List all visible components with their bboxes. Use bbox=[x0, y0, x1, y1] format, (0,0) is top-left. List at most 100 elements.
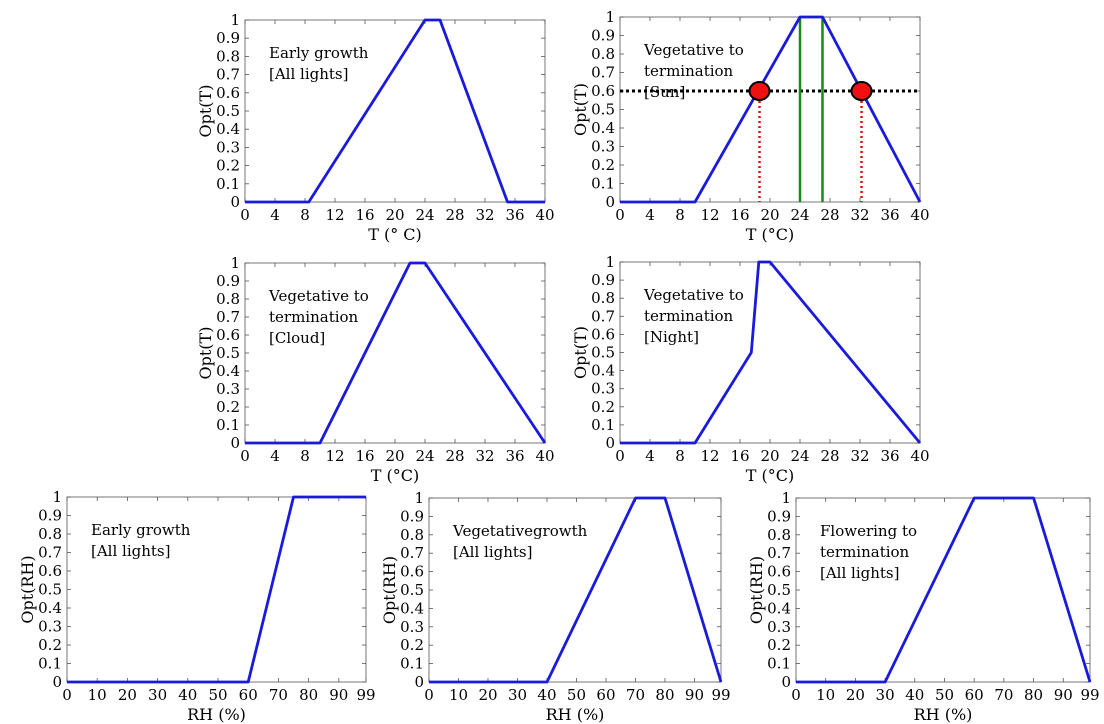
y-tick-label: 1 bbox=[605, 8, 615, 26]
membership-curve bbox=[67, 495, 366, 684]
x-tick-label: 40 bbox=[905, 686, 924, 704]
y-tick-label: 0.8 bbox=[216, 290, 240, 308]
x-tick-label: 4 bbox=[645, 206, 655, 224]
y-tick-label: 0.1 bbox=[400, 655, 424, 673]
chart-panel-1: 00.10.20.30.40.50.60.70.80.91 0 4 8 12 16 20 24… bbox=[196, 11, 555, 244]
x-axis-label: T (° C) bbox=[368, 225, 422, 244]
x-tick-label: 24 bbox=[415, 447, 434, 465]
y-tick-label: 0.6 bbox=[216, 326, 240, 344]
x-tick-label: 10 bbox=[816, 686, 835, 704]
y-tick-label: 0.8 bbox=[38, 525, 62, 543]
y-tick-label: 0.8 bbox=[216, 47, 240, 65]
y-axis-label: Opt(RH) bbox=[747, 556, 766, 624]
membership-curve bbox=[620, 15, 922, 204]
y-tick-label: 0.5 bbox=[591, 101, 615, 119]
x-tick-label: 40 bbox=[178, 686, 197, 704]
y-axis-label: Opt(RH) bbox=[380, 556, 399, 624]
y-tick-label: 0.9 bbox=[591, 271, 615, 289]
x-tick-label: 0 bbox=[240, 447, 250, 465]
y-tick-label: 0.8 bbox=[767, 526, 791, 544]
y-tick-label: 0.9 bbox=[767, 507, 791, 525]
x-tick-label: 28 bbox=[820, 447, 839, 465]
y-tick-label: 1 bbox=[230, 11, 240, 29]
y-tick-label: 0.6 bbox=[38, 562, 62, 580]
x-tick-label: 99 bbox=[1080, 686, 1099, 704]
y-tick-label: 0.4 bbox=[591, 362, 615, 380]
y-tick-label: 0.3 bbox=[38, 618, 62, 636]
y-tick-label: 0.8 bbox=[591, 289, 615, 307]
y-tick-label: 0.1 bbox=[591, 175, 615, 193]
y-tick-label: 0.7 bbox=[38, 544, 62, 562]
chart-panel-3: 00.10.20.30.40.50.60.70.80.91 0 4 8 12 16 20 24… bbox=[196, 254, 555, 485]
y-tick-label: 0.5 bbox=[767, 581, 791, 599]
y-tick-label: 0.3 bbox=[216, 138, 240, 156]
panel-annotation: [All lights] bbox=[269, 65, 348, 83]
y-tick-label: 0 bbox=[230, 434, 240, 452]
x-tick-label: 24 bbox=[790, 206, 809, 224]
intersection-point bbox=[850, 81, 873, 101]
y-tick-label: 1 bbox=[414, 489, 424, 507]
y-tick-label: 0 bbox=[414, 673, 424, 691]
panel-annotation: [Cloud] bbox=[269, 329, 325, 347]
panel-annotation: [Night] bbox=[644, 328, 699, 346]
y-tick-label: 0.6 bbox=[591, 82, 615, 100]
x-tick-label: 36 bbox=[505, 447, 524, 465]
x-tick-label: 30 bbox=[508, 686, 527, 704]
y-tick-label: 0.7 bbox=[767, 544, 791, 562]
y-tick-label: 0.4 bbox=[38, 599, 62, 617]
y-tick-label: 0.1 bbox=[591, 416, 615, 434]
plot-frame bbox=[66, 496, 367, 683]
x-axis-label: RH (%) bbox=[914, 705, 973, 724]
y-tick-label: 0 bbox=[605, 434, 615, 452]
x-tick-label: 24 bbox=[790, 447, 809, 465]
x-tick-label: 80 bbox=[655, 686, 674, 704]
y-tick-label: 0.6 bbox=[216, 84, 240, 102]
y-tick-label: 0.6 bbox=[591, 325, 615, 343]
y-tick-label: 0.5 bbox=[591, 344, 615, 362]
x-tick-label: 70 bbox=[626, 686, 645, 704]
y-tick-label: 1 bbox=[52, 488, 62, 506]
x-tick-label: 4 bbox=[270, 206, 280, 224]
y-tick-label: 0.3 bbox=[591, 380, 615, 398]
x-tick-label: 36 bbox=[505, 206, 524, 224]
x-tick-label: 20 bbox=[385, 206, 404, 224]
y-tick-label: 1 bbox=[781, 489, 791, 507]
chart-panel-5: 00.10.20.30.40.50.60.70.80.910 10 20 30 40 50… bbox=[18, 488, 376, 724]
y-tick-label: 0.5 bbox=[216, 344, 240, 362]
panel-annotation: termination bbox=[644, 307, 734, 325]
y-tick-label: 0 bbox=[605, 193, 615, 211]
y-tick-label: 0.7 bbox=[400, 544, 424, 562]
membership-curve bbox=[796, 496, 1092, 684]
panel-annotation: Flowering to bbox=[820, 522, 917, 540]
x-tick-label: 80 bbox=[299, 686, 318, 704]
y-tick-label: 0.4 bbox=[216, 362, 240, 380]
x-tick-label: 0 bbox=[62, 686, 72, 704]
x-tick-label: 12 bbox=[700, 206, 719, 224]
plot-frame bbox=[428, 497, 722, 683]
membership-curve bbox=[429, 496, 723, 684]
panel-annotation: Vegetative to bbox=[268, 287, 369, 305]
chart-panel-4: 00.10.20.30.40.50.60.70.80.91 0 4 8 12 16 20 24… bbox=[571, 253, 930, 485]
chart-panel-7: 00.10.20.30.40.50.60.70.80.910 10 20 30 40 50… bbox=[747, 489, 1100, 724]
x-tick-label: 50 bbox=[208, 686, 227, 704]
x-tick-label: 0 bbox=[240, 206, 250, 224]
panel-annotation: [All lights] bbox=[453, 543, 532, 561]
x-axis-label: T (°C) bbox=[746, 466, 794, 485]
x-tick-label: 28 bbox=[820, 206, 839, 224]
y-tick-label: 0.9 bbox=[400, 507, 424, 525]
x-tick-label: 12 bbox=[325, 447, 344, 465]
x-tick-label: 8 bbox=[300, 447, 310, 465]
x-tick-label: 90 bbox=[329, 686, 348, 704]
x-tick-label: 36 bbox=[880, 447, 899, 465]
membership-curve bbox=[245, 18, 545, 204]
y-tick-label: 0.9 bbox=[216, 272, 240, 290]
x-tick-label: 32 bbox=[475, 447, 494, 465]
x-tick-label: 50 bbox=[567, 686, 586, 704]
x-tick-label: 30 bbox=[876, 686, 895, 704]
chart-panel-6: 00.10.20.30.40.50.60.70.80.910 10 20 30 40 50… bbox=[380, 489, 731, 724]
panel-annotation: termination bbox=[269, 308, 359, 326]
x-tick-label: 70 bbox=[269, 686, 288, 704]
x-tick-label: 10 bbox=[449, 686, 468, 704]
x-tick-label: 20 bbox=[760, 206, 779, 224]
